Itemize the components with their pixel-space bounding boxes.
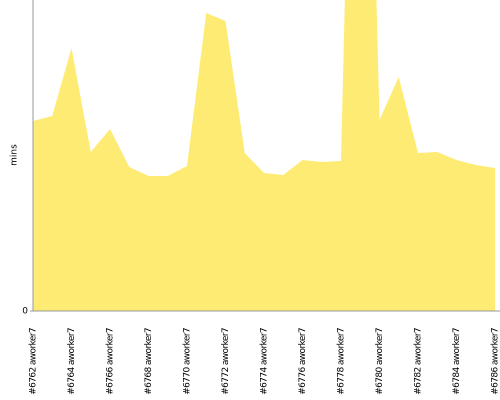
y-axis-label: mins <box>10 144 20 166</box>
x-tick-label: #6764 aworker7 <box>67 328 77 395</box>
x-tick-label: #6780 aworker7 <box>375 328 385 395</box>
x-tick-label: #6776 aworker7 <box>298 328 308 395</box>
x-tick-label: #6784 aworker7 <box>452 328 462 395</box>
y-tick-label: 0 <box>22 307 28 317</box>
x-tick-label: #6782 aworker7 <box>414 328 424 395</box>
x-tick-label: #6762 aworker7 <box>29 328 39 395</box>
area <box>33 0 495 311</box>
x-tick-label: #6770 aworker7 <box>183 328 193 395</box>
x-tick-label: #6774 aworker7 <box>260 328 270 395</box>
x-tick-label: #6778 aworker7 <box>337 328 347 395</box>
x-tick-label: #6766 aworker7 <box>106 328 116 395</box>
x-tick-label: #6768 aworker7 <box>144 328 154 395</box>
x-tick-label: #6786 aworker7 <box>491 328 500 395</box>
x-tick-label: #6772 aworker7 <box>221 328 231 395</box>
